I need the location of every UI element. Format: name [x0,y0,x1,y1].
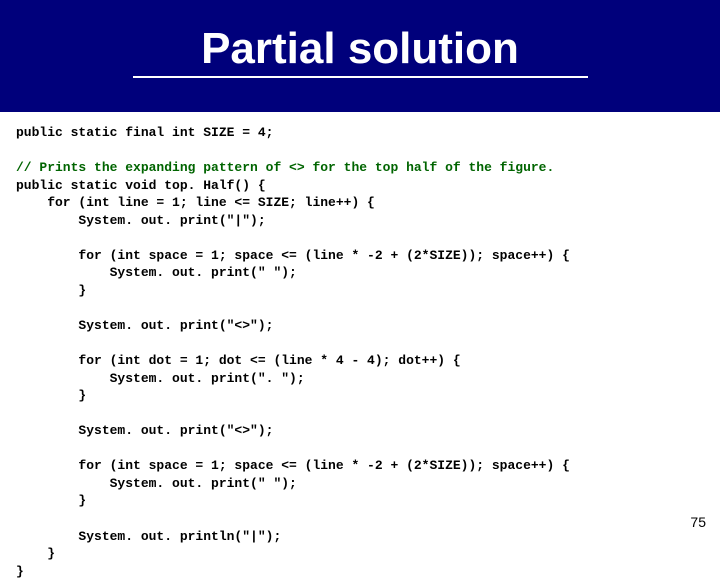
code-comment: // Prints the expanding pattern of <> fo… [16,160,554,175]
slide-title: Partial solution [133,24,588,78]
code-line: for (int space = 1; space <= (line * -2 … [16,248,570,263]
code-line: System. out. print(" "); [16,265,297,280]
code-line: System. out. print("|"); [16,213,266,228]
code-line: } [16,388,86,403]
code-line: for (int space = 1; space <= (line * -2 … [16,458,570,473]
code-line: public static final int SIZE = 4; [16,125,273,140]
code-line: System. out. print("<>"); [16,423,273,438]
code-line: for (int line = 1; line <= SIZE; line++)… [16,195,375,210]
code-line: } [16,493,86,508]
code-line: } [16,564,24,579]
code-line: System. out. print(". "); [16,371,305,386]
code-line: for (int dot = 1; dot <= (line * 4 - 4);… [16,353,461,368]
code-block: public static final int SIZE = 4; // Pri… [16,124,570,580]
code-line: } [16,546,55,561]
code-line: } [16,283,86,298]
code-line: System. out. print(" "); [16,476,297,491]
code-line: System. out. print("<>"); [16,318,273,333]
code-line: System. out. println("|"); [16,529,281,544]
page-number: 75 [690,514,706,530]
title-band: Partial solution [0,0,720,112]
code-line: public static void top. Half() { [16,178,266,193]
